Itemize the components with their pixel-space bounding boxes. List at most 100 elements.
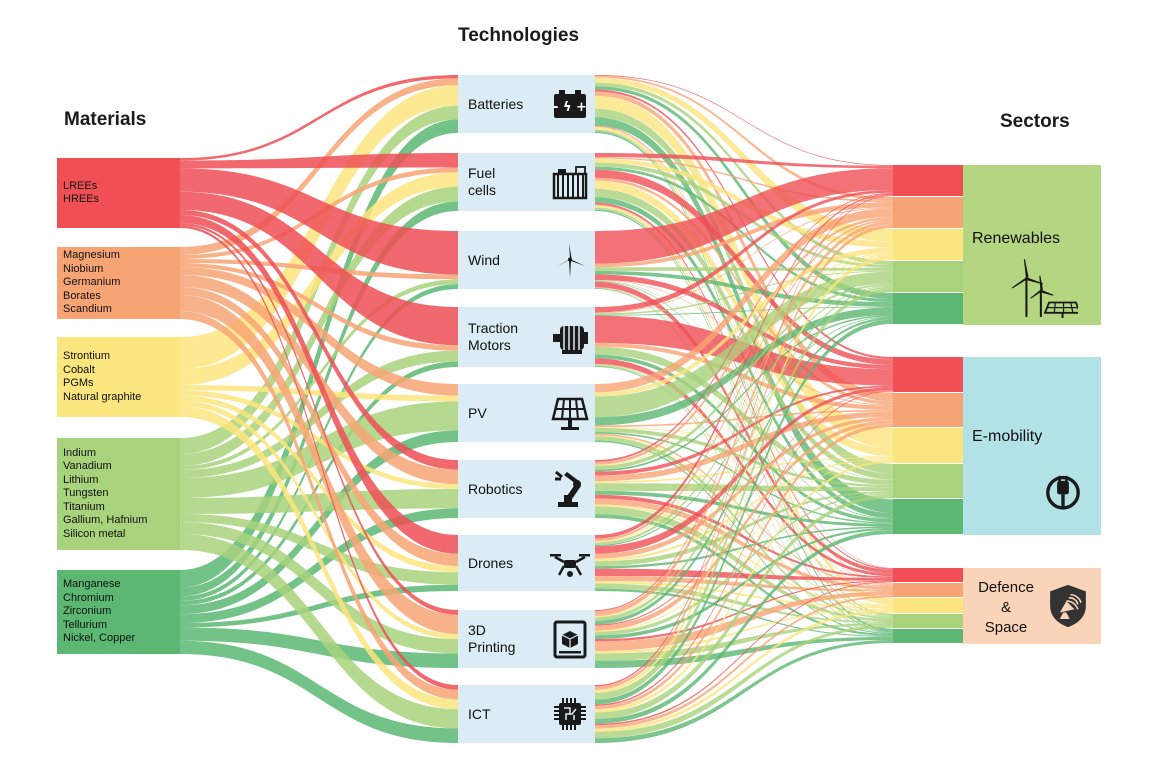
flow-band: [595, 460, 893, 713]
flow-band: [180, 640, 458, 743]
flow-band: [180, 385, 458, 402]
flow-band: [180, 267, 458, 396]
material-item: Silicon metal: [63, 527, 126, 540]
flow-band: [595, 435, 893, 606]
drone-icon: [550, 554, 590, 577]
flow-band: [595, 86, 893, 300]
material-item: Natural graphite: [63, 390, 142, 403]
flow-band: [595, 427, 893, 457]
sector-label: Defence & Space: [978, 579, 1034, 636]
flow-band: [595, 209, 893, 632]
flow-band: [595, 494, 893, 579]
flow-band: [595, 504, 893, 607]
flow-band: [595, 306, 893, 316]
flow-band: [595, 208, 893, 393]
flow-band: [595, 591, 893, 652]
flow-band: [180, 75, 458, 161]
flow-band: [180, 263, 458, 351]
flow-band: [595, 75, 893, 166]
sector-stripe-green: [893, 293, 963, 324]
svg-text:- ϟ +: - ϟ +: [553, 100, 587, 115]
material-item: Indium: [63, 446, 97, 459]
flow-band: [180, 287, 458, 567]
flow-band: [595, 491, 893, 567]
fuel-cell-icon: [552, 166, 588, 200]
flow-band: [180, 215, 458, 554]
flow-band: [595, 271, 893, 418]
flow-band: [595, 314, 893, 472]
flow-band: [595, 494, 893, 719]
flow-band: [595, 195, 893, 687]
flow-band: [180, 191, 458, 346]
technology-label: Fuel cells: [468, 165, 497, 198]
material-item: Chromium: [63, 591, 114, 604]
flow-band: [595, 285, 893, 545]
flow-band: [595, 254, 893, 618]
material-item: LREEs: [63, 179, 98, 192]
flow-band: [595, 281, 893, 574]
flow-band: [180, 295, 458, 635]
plug-icon: [1046, 475, 1080, 510]
material-item: Germanium: [63, 276, 121, 289]
flow-band: [180, 350, 458, 478]
shield-satellite-icon: [1050, 584, 1086, 628]
flow-band: [595, 224, 893, 690]
material-item: Cobalt: [63, 363, 95, 376]
sector-node: [963, 357, 1101, 535]
3d-printer-icon: [553, 620, 587, 659]
sector-stripe-lightgreen: [893, 261, 963, 292]
technology-label: Drones: [468, 555, 514, 571]
flow-band: [595, 194, 893, 612]
flow-band: [595, 247, 893, 397]
flow-band: [595, 411, 893, 482]
flow-band: [595, 385, 893, 476]
sector-stripe-yellow: [893, 229, 963, 260]
flow-band: [595, 288, 893, 700]
flow-band: [180, 522, 458, 654]
flow-band: [595, 252, 893, 466]
material-group-yellow: Strontium Cobalt PGMs Natural graphite: [57, 337, 180, 417]
sector-stripe-lightgreen: [893, 463, 963, 499]
flow-band: [180, 534, 458, 729]
flow-band: [595, 498, 893, 590]
technology-label: Robotics: [468, 481, 523, 497]
technology-node: PV: [458, 384, 595, 442]
sector-stripes: [893, 568, 963, 644]
flow-band: [595, 319, 893, 705]
material-item: Titanium: [63, 500, 105, 513]
material-item: Niobium: [63, 262, 104, 275]
flow-band: [180, 153, 458, 169]
microchip-icon: [554, 698, 586, 730]
flow-band: [595, 95, 893, 449]
flow-band: [595, 169, 893, 365]
sector-stripe-red: [893, 357, 963, 392]
flow-band: [180, 514, 458, 585]
material-item: Manganese: [63, 578, 121, 591]
technology-label: Batteries: [468, 96, 524, 112]
flow-band: [180, 222, 458, 615]
sector-stripes: [893, 357, 963, 535]
sector-node: [963, 165, 1101, 325]
flow-band: [595, 270, 893, 307]
flow-band: [180, 584, 458, 628]
flow-band: [180, 168, 458, 275]
material-item: Tellurium: [63, 618, 108, 631]
flow-band: [595, 588, 893, 637]
flow-band: [595, 91, 893, 402]
battery-icon: - ϟ +: [553, 90, 587, 118]
flow-band: [595, 192, 893, 462]
flow-band: [595, 202, 893, 268]
flow-band: [595, 316, 893, 547]
flow-band: [595, 189, 893, 313]
flow-band: [595, 219, 893, 542]
flow-band: [595, 639, 893, 743]
material-item: Nickel, Copper: [63, 632, 136, 645]
flow-band: [180, 225, 458, 690]
flow-band: [180, 119, 458, 588]
technology-label: ICT: [468, 706, 491, 722]
flow-band: [180, 209, 458, 470]
flow-band: [180, 390, 458, 489]
material-item: Magnesium: [63, 249, 120, 262]
sector-stripe-red: [893, 568, 963, 583]
